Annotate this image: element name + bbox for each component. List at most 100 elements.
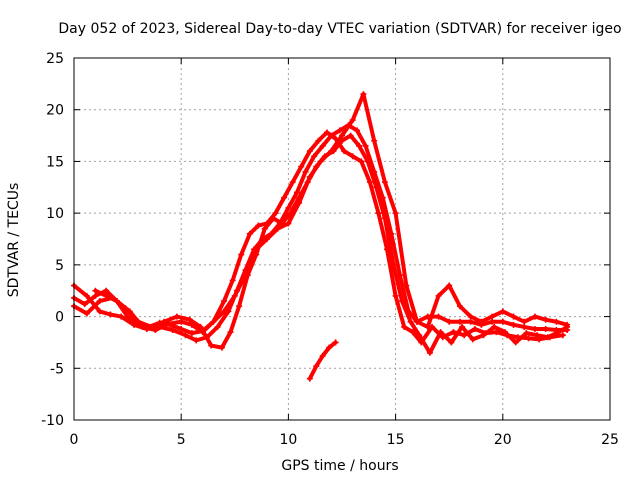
x-tick-label: 10	[279, 432, 297, 448]
y-axis-label: SDTVAR / TECUs	[6, 183, 22, 298]
series-segment	[82, 293, 98, 307]
series-segment	[391, 262, 405, 304]
x-tick-label: 25	[601, 432, 619, 448]
series-segment	[502, 330, 518, 345]
series-segment	[359, 159, 372, 185]
series-segment	[303, 154, 317, 174]
plot-frame	[73, 57, 611, 421]
series-segment	[436, 283, 452, 298]
series-segment	[228, 304, 242, 335]
x-axis-label: GPS time / hours	[281, 458, 398, 474]
series-segment	[297, 174, 312, 205]
data-point	[332, 339, 339, 346]
series-segment	[254, 237, 269, 252]
series-segment	[460, 324, 475, 342]
series-segment	[232, 273, 248, 298]
y-tick-label: -10	[41, 413, 64, 429]
series-segment	[286, 200, 302, 226]
x-tick-label: 15	[387, 432, 405, 448]
series-segment	[215, 309, 231, 329]
y-tick-label: -5	[50, 361, 64, 377]
y-tick-label: 20	[46, 103, 64, 119]
series-segment	[230, 252, 244, 283]
y-tick-label: 5	[55, 258, 64, 274]
series-segment	[361, 92, 377, 143]
series-segment	[307, 159, 323, 179]
series-segment	[350, 92, 366, 123]
series-segment	[237, 273, 250, 309]
series-segment	[312, 143, 325, 159]
series-segment	[556, 324, 570, 335]
series-segment	[318, 149, 334, 164]
series-segment	[385, 247, 398, 298]
series-segment	[348, 133, 362, 148]
series-segment	[187, 317, 203, 329]
x-tick-label: 5	[177, 432, 186, 448]
grid	[74, 58, 610, 420]
series-segment	[374, 185, 387, 221]
series-segment	[243, 247, 259, 278]
plot-area	[71, 91, 571, 382]
y-tick-label: 25	[46, 51, 64, 67]
series-segment	[380, 195, 394, 236]
series-segment	[114, 299, 130, 319]
series-segment	[219, 330, 233, 350]
series-segment	[72, 304, 89, 316]
series-segment	[288, 195, 302, 216]
series-segment	[355, 128, 368, 148]
y-tick-label: 0	[55, 310, 64, 326]
series-segment	[404, 283, 420, 324]
series-segment	[393, 211, 409, 288]
series-segment	[427, 330, 443, 355]
series-segment	[389, 231, 402, 278]
series-segment	[222, 278, 235, 304]
series-segment	[204, 324, 220, 340]
y-tick-label: 10	[46, 206, 64, 222]
series-segment	[314, 353, 325, 369]
series-segment	[327, 340, 338, 350]
series-segment	[262, 216, 276, 231]
series-segment	[457, 304, 473, 319]
series-segment	[290, 164, 304, 185]
series-segment	[367, 180, 381, 216]
series-segment	[363, 143, 377, 174]
series-segment	[438, 330, 454, 345]
series-segment	[449, 324, 465, 345]
series-segment	[382, 180, 398, 216]
series-segment	[125, 314, 141, 327]
series-segment	[410, 330, 424, 345]
series-track-5	[306, 339, 339, 382]
series-segment	[170, 328, 188, 338]
series-segment	[417, 333, 432, 355]
series-segment	[123, 306, 141, 324]
series-segment	[372, 169, 385, 200]
series-segment	[340, 118, 355, 138]
series-segment	[273, 195, 287, 216]
series-segment	[365, 159, 379, 190]
series-segment	[357, 143, 370, 164]
series-segment	[72, 283, 89, 298]
series-segment	[372, 138, 387, 185]
series-segment	[400, 299, 413, 324]
series-segment	[119, 314, 137, 327]
series-segment	[286, 190, 299, 210]
x-tick-label: 20	[494, 432, 512, 448]
series-segment	[408, 319, 422, 338]
series-segment	[72, 295, 87, 307]
data-point	[559, 332, 566, 339]
series-segment	[279, 211, 293, 226]
series-segment	[393, 293, 407, 329]
series-segment	[329, 133, 344, 154]
series-segment	[382, 216, 396, 267]
series-segment	[397, 273, 411, 314]
series-segment	[447, 283, 462, 309]
series-segment	[264, 226, 280, 241]
series-segment	[282, 180, 295, 200]
series-segment	[376, 211, 390, 252]
series-segment	[294, 169, 308, 195]
series-segment	[425, 293, 441, 329]
series-segment	[513, 331, 529, 345]
data-point	[564, 321, 571, 328]
series-segment	[211, 309, 227, 324]
